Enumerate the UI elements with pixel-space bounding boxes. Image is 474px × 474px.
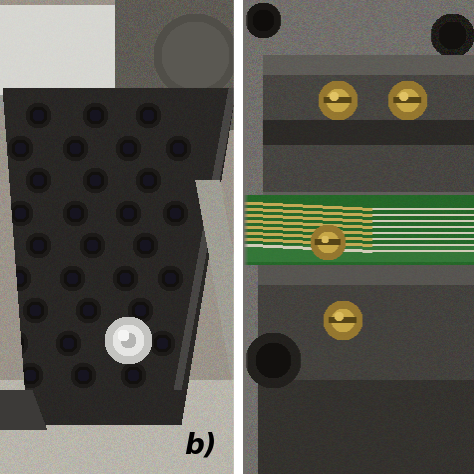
Text: b): b): [184, 432, 216, 460]
